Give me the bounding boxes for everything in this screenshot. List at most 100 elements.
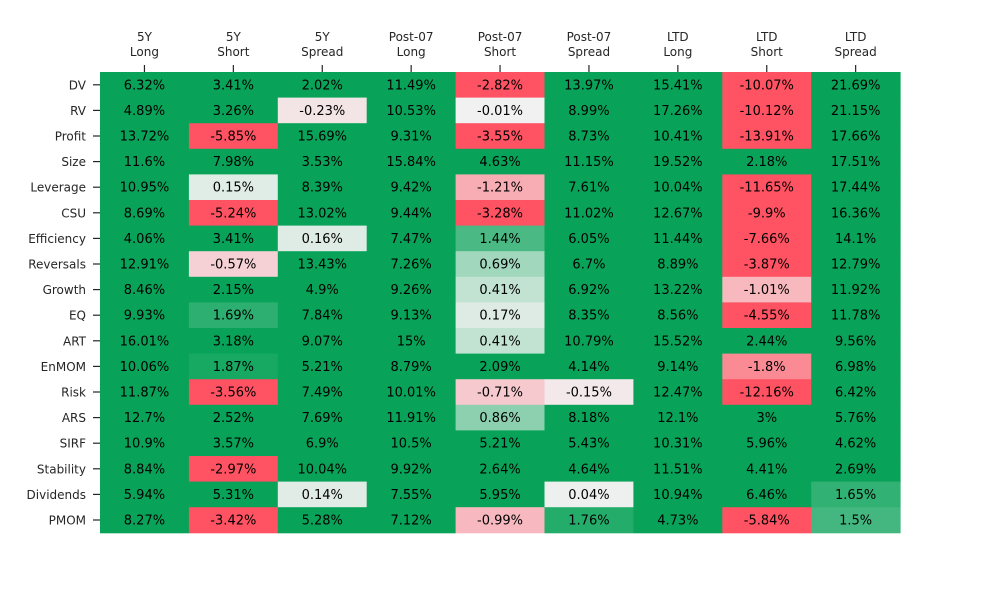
cell-value: 5.28% <box>302 514 343 529</box>
cell-fill <box>544 430 634 457</box>
heatmap-cell: 6.9% <box>277 430 368 457</box>
cell-value: 7.84% <box>302 309 343 324</box>
cell-value: -3.56% <box>210 386 256 401</box>
column-label-line: LTD <box>845 30 867 44</box>
cell-value: 9.93% <box>124 309 165 324</box>
cell-fill <box>633 276 723 303</box>
cell-value: 10.9% <box>124 437 165 452</box>
cell-fill <box>188 328 279 355</box>
cell-value: 4.73% <box>657 514 698 529</box>
cell-fill <box>100 174 190 201</box>
heatmap-cell: 7.12% <box>366 507 457 534</box>
cell-fill <box>633 456 723 483</box>
cell-value: 5.95% <box>479 488 520 503</box>
cell-fill <box>544 276 634 303</box>
cell-fill <box>633 200 723 227</box>
heatmap-cell: 7.61% <box>544 174 634 201</box>
cell-fill <box>455 276 545 303</box>
cell-fill <box>100 225 190 252</box>
heatmap-cell: 0.17% <box>455 302 545 329</box>
cell-value: 10.95% <box>120 181 170 196</box>
heatmap-cell: 0.14% <box>277 481 368 508</box>
cell-value: 10.06% <box>120 360 170 375</box>
cell-value: 0.17% <box>479 309 520 324</box>
cell-fill <box>366 148 457 175</box>
row-label: Reversals <box>28 258 100 272</box>
heatmap-cell: 0.04% <box>544 481 634 508</box>
heatmap-cell: 8.39% <box>277 174 368 201</box>
cell-value: 5.21% <box>302 360 343 375</box>
row-label-text: Stability <box>37 462 86 476</box>
cell-fill <box>277 72 368 99</box>
heatmap-cell: 10.41% <box>633 123 723 150</box>
cell-value: 0.41% <box>479 334 520 349</box>
cell-value: 13.72% <box>120 130 170 145</box>
cell-fill <box>544 379 634 406</box>
cell-fill <box>277 97 368 124</box>
cell-value: -10.07% <box>740 78 794 93</box>
cell-fill <box>366 72 457 99</box>
cell-value: 15.69% <box>297 130 347 145</box>
heatmap-cell: 12.7% <box>100 404 190 431</box>
cell-value: -0.71% <box>477 386 523 401</box>
cell-fill <box>811 225 901 252</box>
cell-value: 5.76% <box>835 411 876 426</box>
cell-fill <box>811 404 901 431</box>
cell-value: 15.41% <box>653 78 703 93</box>
cell-fill <box>455 507 545 534</box>
heatmap-cell: 5.76% <box>811 404 901 431</box>
cell-fill <box>188 72 279 99</box>
cell-fill <box>188 456 279 483</box>
heatmap-cell: 4.63% <box>455 148 545 175</box>
cell-fill <box>277 200 368 227</box>
cell-value: 10.01% <box>386 386 436 401</box>
cell-fill <box>633 507 723 534</box>
column-label-line: Spread <box>568 45 610 59</box>
cell-fill <box>722 97 812 124</box>
cell-value: 10.79% <box>564 334 614 349</box>
cell-fill <box>722 379 812 406</box>
row-label: DV <box>69 78 100 92</box>
cell-value: 9.31% <box>390 130 431 145</box>
heatmap-cell: 3.18% <box>188 328 279 355</box>
cell-fill <box>100 72 190 99</box>
heatmap-cell: 1.44% <box>455 225 545 252</box>
cell-value: 1.65% <box>835 488 876 503</box>
heatmap-cell: 4.14% <box>544 353 634 380</box>
cell-value: 7.49% <box>302 386 343 401</box>
heatmap-cell: -0.99% <box>455 507 545 534</box>
row-label: SIRF <box>60 437 100 451</box>
cell-value: 8.99% <box>568 104 609 119</box>
cell-value: 5.96% <box>746 437 787 452</box>
heatmap-cell: -5.84% <box>722 507 812 534</box>
row-label-text: EQ <box>69 309 86 323</box>
cell-value: 0.86% <box>479 411 520 426</box>
cell-fill <box>722 174 812 201</box>
heatmap-cell: 5.95% <box>455 481 545 508</box>
heatmap-cell: 3.41% <box>188 225 279 252</box>
cell-fill <box>277 507 368 534</box>
cell-fill <box>722 481 812 508</box>
cell-fill <box>811 430 901 457</box>
cell-value: 6.46% <box>746 488 787 503</box>
cell-fill <box>366 200 457 227</box>
cell-value: -4.55% <box>744 309 790 324</box>
heatmap-cell: 9.93% <box>100 302 190 329</box>
cell-fill <box>811 481 901 508</box>
cell-value: 2.64% <box>479 462 520 477</box>
cell-value: 6.7% <box>572 258 605 273</box>
cell-value: 7.61% <box>568 181 609 196</box>
heatmap-cell: -0.71% <box>455 379 545 406</box>
cell-value: 0.14% <box>302 488 343 503</box>
cell-value: -13.91% <box>740 130 794 145</box>
heatmap-cell: 9.92% <box>366 456 457 483</box>
heatmap-cell: 8.89% <box>633 251 723 278</box>
cell-fill <box>277 251 368 278</box>
row-label: RV <box>70 104 100 118</box>
cell-value: -1.8% <box>748 360 786 375</box>
cell-fill <box>366 507 457 534</box>
cell-value: 8.89% <box>657 258 698 273</box>
